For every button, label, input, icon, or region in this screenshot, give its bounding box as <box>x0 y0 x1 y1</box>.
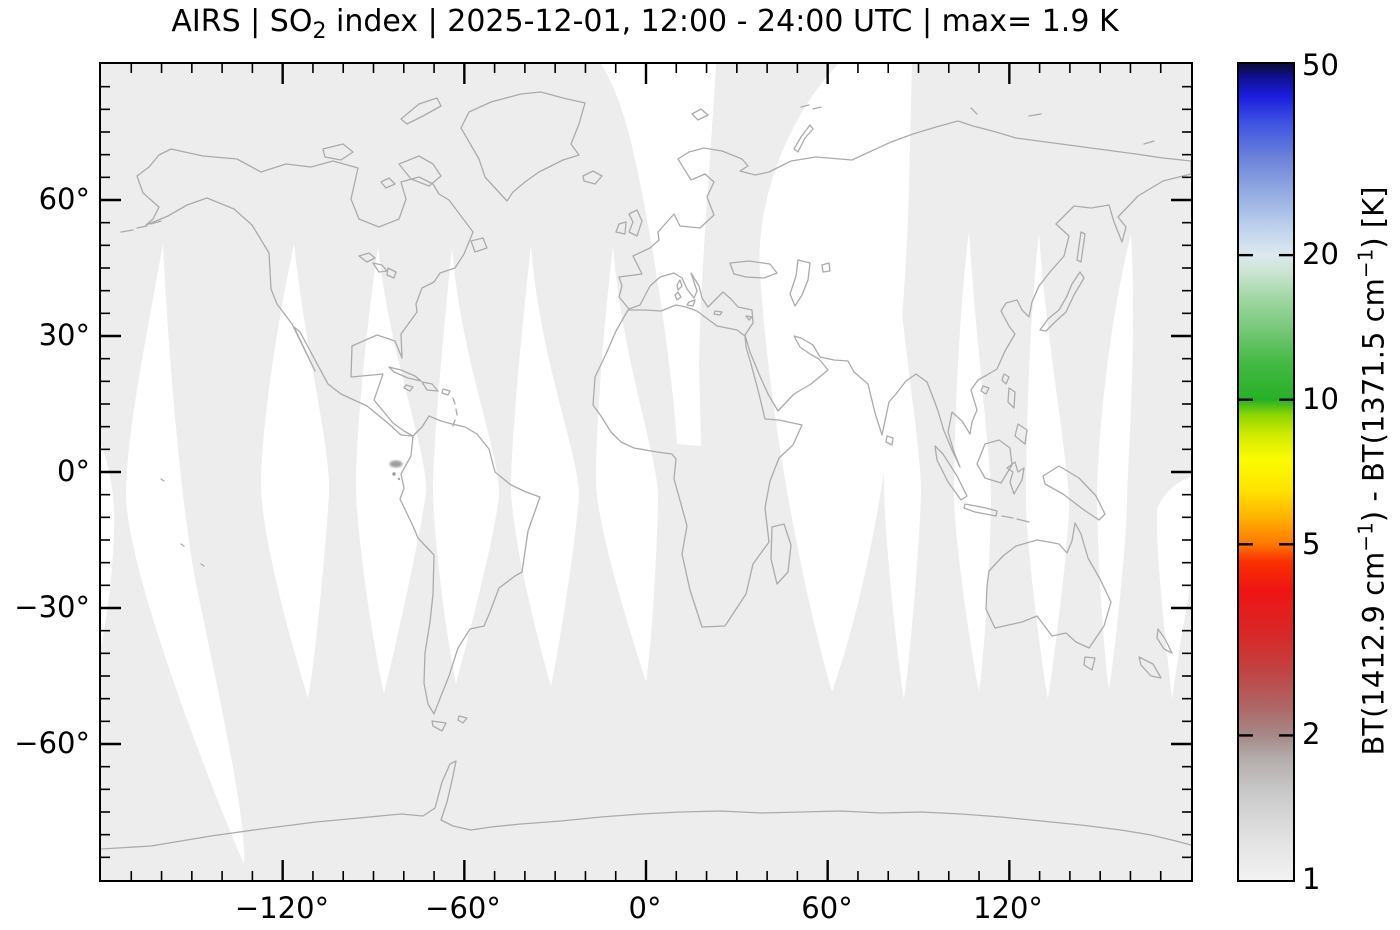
coast-antarctica <box>101 760 1191 850</box>
coastlines <box>101 91 1191 850</box>
coast-madagascar <box>770 523 792 585</box>
so2-detection-smudge <box>389 460 403 481</box>
colorbar-tick-label-50: 50 <box>1302 48 1339 82</box>
y-tick-label-60: 60° <box>38 182 90 216</box>
x-tick-label--60: −60° <box>425 891 501 925</box>
colorbar-tick-label-5: 5 <box>1302 527 1321 561</box>
plot-title: AIRS | SO2 index | 2025-12-01, 12:00 - 2… <box>100 4 1190 44</box>
x-tick-label-120: 120° <box>973 891 1043 925</box>
map-plot-area <box>99 62 1193 882</box>
title-subscript: 2 <box>312 19 327 44</box>
no-data-swaths <box>101 64 1191 864</box>
y-tick-label--30: −30° <box>14 590 90 624</box>
colorbar-tick-label-2: 2 <box>1302 717 1321 751</box>
colorbar-axis-label: BT(1412.9 cm−1) - BT(1371.5 cm−1) [K] <box>1354 187 1391 756</box>
x-tick-label--120: −120° <box>234 891 330 925</box>
coast-mediterranean-islands <box>674 279 753 321</box>
coast-small-islands <box>120 104 1155 567</box>
cbar-label-p1: BT(1412.9 cm <box>1356 551 1391 756</box>
cbar-label-p2: ) - BT(1371.5 cm <box>1356 278 1391 523</box>
colorbar-tick-label-1: 1 <box>1302 862 1321 896</box>
coast-great-lakes <box>358 252 397 279</box>
coast-south-america <box>399 415 541 732</box>
coast-eurasia <box>618 120 1191 468</box>
colorbar-tick-label-20: 20 <box>1302 237 1339 271</box>
y-tick-label-0: 0° <box>57 454 90 488</box>
coast-indonesia <box>934 387 1106 523</box>
cbar-label-p3: ) [K] <box>1356 186 1391 249</box>
coast-north-atlantic-islands <box>470 108 814 253</box>
coast-australia-nz <box>985 522 1173 679</box>
coast-greenland <box>460 91 586 202</box>
title-part2: index | 2025-12-01, 12:00 - 24:00 UTC | … <box>326 4 1119 39</box>
coast-arctic-islands <box>322 97 442 189</box>
colorbar <box>1237 62 1295 882</box>
y-tick-label-30: 30° <box>38 318 90 352</box>
axis-ticks <box>101 64 1191 880</box>
world-map-svg <box>101 64 1191 880</box>
title-part1: AIRS | SO <box>171 4 313 39</box>
coast-africa <box>592 304 803 628</box>
coast-caspian-black-sea <box>729 259 831 307</box>
cbar-label-sup1: −1 <box>1353 522 1378 552</box>
x-tick-label-60: 60° <box>801 891 853 925</box>
y-tick-label--60: −60° <box>14 726 90 760</box>
colorbar-tick-marks <box>1239 253 1293 737</box>
cbar-label-sup2: −1 <box>1353 248 1378 279</box>
coast-caribbean <box>388 366 458 427</box>
coast-north-america <box>136 148 474 437</box>
coast-east-asia-islands <box>885 231 1086 446</box>
colorbar-tick-label-10: 10 <box>1302 382 1339 416</box>
x-tick-label-0: 0° <box>628 891 662 925</box>
